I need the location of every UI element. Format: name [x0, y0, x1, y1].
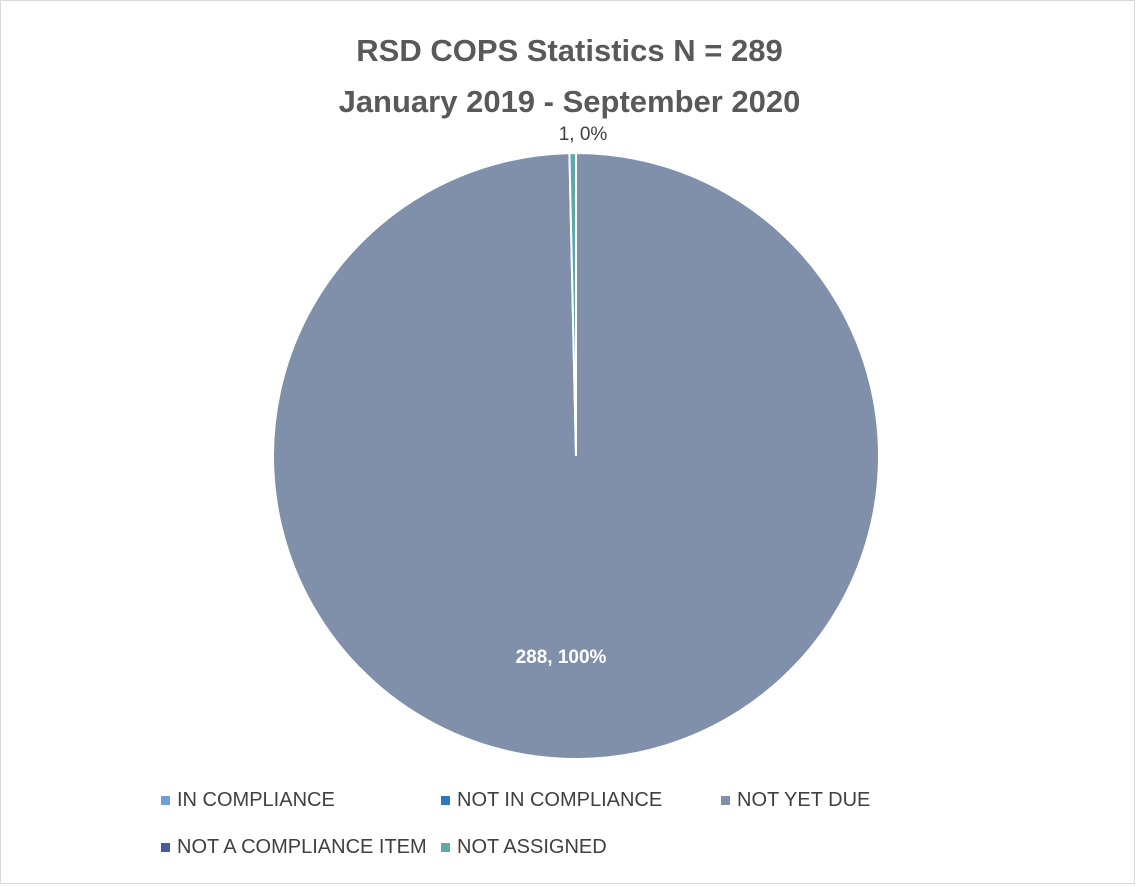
legend-item-in-compliance: IN COMPLIANCE	[161, 789, 335, 812]
legend-label: NOT IN COMPLIANCE	[457, 789, 663, 811]
legend-swatch-not-yet-due	[721, 796, 730, 805]
legend-label: NOT ASSIGNED	[457, 836, 607, 858]
legend-swatch-not-in-compliance	[441, 796, 450, 805]
chart-title-line-2: January 2019 - September 2020	[338, 84, 801, 119]
legend-item-not-assigned: NOT ASSIGNED	[441, 836, 607, 859]
legend-swatch-in-compliance	[161, 796, 170, 805]
legend-label: NOT A COMPLIANCE ITEM	[177, 836, 427, 858]
legend-label: NOT YET DUE	[737, 789, 871, 811]
legend-swatch-not-assigned	[441, 843, 450, 852]
data-label-not-yet-due: 288, 100%	[516, 647, 607, 668]
legend-label: IN COMPLIANCE	[177, 789, 335, 811]
data-label-not-assigned: 1, 0%	[559, 124, 608, 145]
legend-item-not-in-compliance: NOT IN COMPLIANCE	[441, 789, 662, 812]
legend-item-not-yet-due: NOT YET DUE	[721, 789, 870, 812]
legend-swatch-not-a-compliance-item	[161, 843, 170, 852]
pie-slice-not-assigned	[568, 151, 577, 457]
legend-item-not-a-compliance-item: NOT A COMPLIANCE ITEM	[161, 836, 427, 859]
chart-title-line-1: RSD COPS Statistics N = 289	[356, 33, 783, 68]
